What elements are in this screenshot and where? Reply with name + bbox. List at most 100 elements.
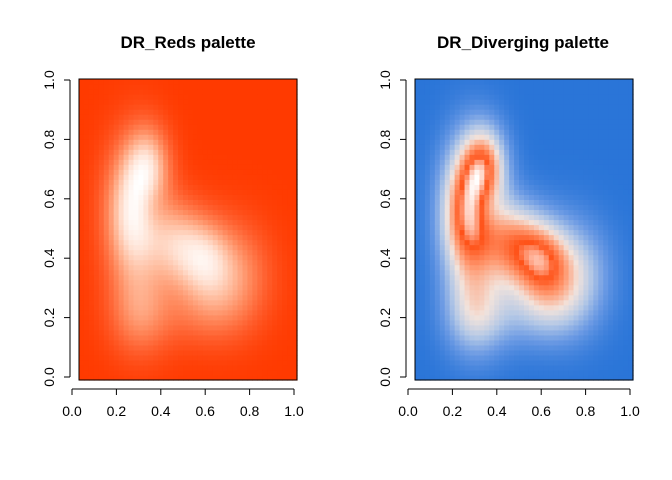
heatmap-cell xyxy=(593,359,599,366)
heatmap-cell xyxy=(454,259,461,266)
heatmap-cell xyxy=(163,234,169,241)
heatmap-cell xyxy=(153,289,159,296)
heatmap-cell xyxy=(459,329,466,336)
heatmap-cell xyxy=(533,354,540,361)
heatmap-cell xyxy=(484,334,490,341)
heatmap-cell xyxy=(424,174,431,180)
heatmap-cell xyxy=(519,329,525,336)
heatmap-cell xyxy=(459,204,466,211)
heatmap-cell xyxy=(528,124,535,130)
heatmap-cell xyxy=(108,189,115,195)
heatmap-cell xyxy=(143,359,149,366)
heatmap-cell xyxy=(113,204,120,211)
heatmap-cell xyxy=(588,149,594,155)
heatmap-cell xyxy=(509,139,515,145)
heatmap-cell xyxy=(247,254,253,261)
heatmap-cell xyxy=(292,129,298,135)
y-tick-label: 0.2 xyxy=(41,308,57,328)
panel-diverging: DR_Diverging palette 0.0 0.2 0.4 0.6 0.8 1.0 … xyxy=(377,33,640,419)
heatmap-cell xyxy=(454,149,461,155)
heatmap-cell xyxy=(88,309,95,316)
heatmap-cell xyxy=(593,139,599,145)
heatmap-cell xyxy=(262,354,268,361)
heatmap-cell xyxy=(287,299,293,306)
heatmap-cell xyxy=(113,364,120,371)
heatmap-cell xyxy=(578,324,585,331)
heatmap-cell xyxy=(118,99,125,105)
heatmap-cell xyxy=(563,184,570,190)
heatmap-cell xyxy=(499,369,505,376)
heatmap-cell xyxy=(519,334,525,341)
heatmap-cell xyxy=(553,89,560,95)
heatmap-cell xyxy=(153,259,159,266)
heatmap-cell xyxy=(282,259,288,266)
heatmap-cell xyxy=(434,304,441,311)
heatmap-cell xyxy=(499,84,505,90)
heatmap-cell xyxy=(538,229,545,236)
heatmap-cell xyxy=(292,254,298,261)
heatmap-cell xyxy=(178,234,184,241)
heatmap-cell xyxy=(148,324,154,331)
heatmap-cell xyxy=(588,204,594,211)
heatmap-cell xyxy=(282,364,288,371)
heatmap-cell xyxy=(217,89,224,95)
heatmap-cell xyxy=(514,254,520,261)
heatmap-cell xyxy=(578,294,585,301)
heatmap-cell xyxy=(188,214,194,221)
heatmap-cell xyxy=(217,319,224,326)
heatmap-cell xyxy=(543,364,550,371)
heatmap-cell xyxy=(227,84,234,90)
heatmap-cell xyxy=(474,204,480,211)
heatmap-cell xyxy=(138,114,144,120)
heatmap-cell xyxy=(158,274,164,281)
heatmap-cell xyxy=(444,119,451,125)
heatmap-cell xyxy=(103,334,110,341)
heatmap-cell xyxy=(524,284,530,291)
x-tick-label: 1.0 xyxy=(284,403,304,419)
heatmap-cell xyxy=(484,179,490,185)
heatmap-cell xyxy=(563,159,570,165)
heatmap-cell xyxy=(524,209,530,216)
heatmap-cell xyxy=(79,299,85,306)
heatmap-cell xyxy=(79,219,85,226)
heatmap-cell xyxy=(103,124,110,130)
heatmap-cell xyxy=(439,269,446,276)
heatmap-cell xyxy=(79,284,85,291)
heatmap-cell xyxy=(548,339,555,346)
heatmap-cell xyxy=(598,234,604,241)
heatmap-cell xyxy=(499,174,505,180)
heatmap-cell xyxy=(519,204,525,211)
heatmap-cell xyxy=(138,199,144,206)
heatmap-cell xyxy=(469,259,476,266)
heatmap-cell xyxy=(548,159,555,165)
heatmap-cell xyxy=(287,169,293,175)
heatmap-cell xyxy=(232,349,239,356)
heatmap-cell xyxy=(123,274,130,281)
heatmap-cell xyxy=(252,219,258,226)
heatmap-cell xyxy=(578,354,585,361)
heatmap-cell xyxy=(514,239,520,246)
heatmap-cell xyxy=(197,349,204,356)
heatmap-cell xyxy=(148,329,154,336)
heatmap-cell xyxy=(479,339,485,346)
heatmap-cell xyxy=(83,149,90,155)
heatmap-cell xyxy=(192,254,199,261)
heatmap-cell xyxy=(148,314,154,321)
heatmap-cell xyxy=(108,239,115,246)
heatmap-cell xyxy=(202,374,209,381)
heatmap-cell xyxy=(98,369,105,376)
heatmap-cell xyxy=(153,269,159,276)
heatmap-cell xyxy=(93,209,100,216)
heatmap-cell xyxy=(252,209,258,216)
heatmap-cell xyxy=(188,124,194,130)
heatmap-cell xyxy=(558,359,565,366)
heatmap-cell xyxy=(247,249,253,256)
heatmap-cell xyxy=(509,94,515,100)
heatmap-cell xyxy=(287,344,293,351)
heatmap-cell xyxy=(138,279,144,286)
heatmap-cell xyxy=(272,119,278,125)
heatmap-cell xyxy=(192,114,199,120)
heatmap-cell xyxy=(277,249,283,256)
heatmap-cell xyxy=(197,299,204,306)
heatmap-cell xyxy=(163,374,169,381)
